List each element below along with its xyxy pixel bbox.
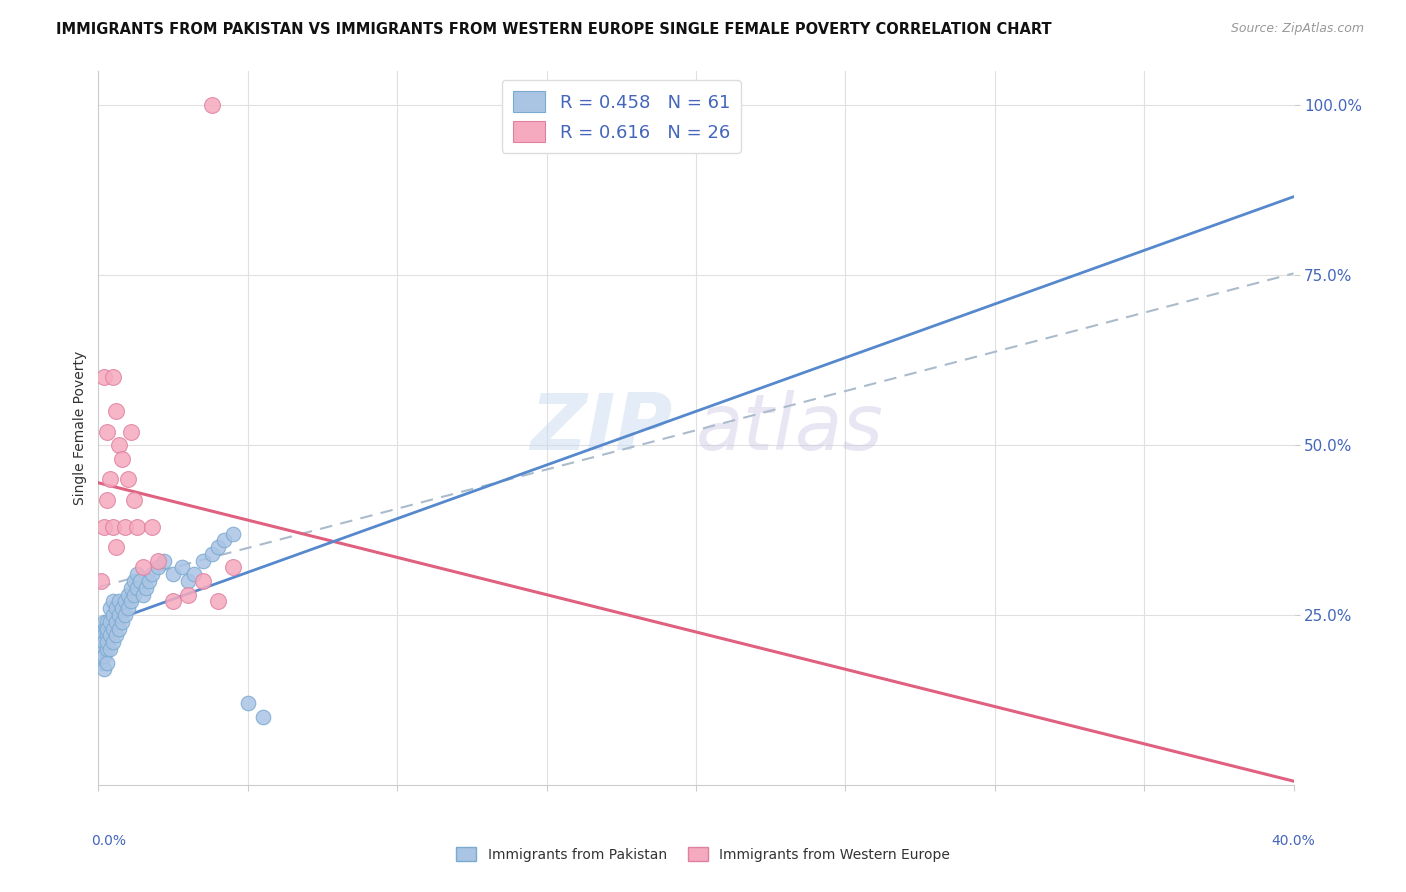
Text: Source: ZipAtlas.com: Source: ZipAtlas.com	[1230, 22, 1364, 36]
Point	[124, 574, 146, 588]
Point	[90, 628, 112, 642]
Point	[114, 519, 136, 533]
Point	[124, 588, 146, 602]
Point	[90, 648, 112, 663]
Point	[103, 622, 125, 636]
Point	[111, 451, 134, 466]
Point	[90, 656, 112, 670]
Point	[114, 594, 136, 608]
Point	[93, 662, 115, 676]
Point	[111, 601, 134, 615]
Text: atlas: atlas	[696, 390, 884, 467]
Text: 0.0%: 0.0%	[91, 834, 127, 848]
Point	[120, 594, 142, 608]
Point	[103, 635, 125, 649]
Point	[96, 628, 118, 642]
Point	[201, 547, 224, 561]
Point	[90, 635, 112, 649]
Point	[103, 594, 125, 608]
Point	[252, 710, 274, 724]
Point	[207, 594, 229, 608]
Y-axis label: Single Female Poverty: Single Female Poverty	[73, 351, 87, 505]
Point	[103, 608, 125, 623]
Point	[93, 370, 115, 384]
Point	[98, 601, 122, 615]
Legend: Immigrants from Pakistan, Immigrants from Western Europe: Immigrants from Pakistan, Immigrants fro…	[450, 841, 956, 867]
Point	[96, 615, 118, 629]
Point	[222, 526, 245, 541]
Point	[212, 533, 235, 548]
Point	[132, 560, 155, 574]
Point	[96, 622, 118, 636]
Point	[135, 581, 157, 595]
Point	[108, 622, 131, 636]
Point	[148, 554, 170, 568]
Point	[141, 519, 163, 533]
Point	[117, 601, 139, 615]
Point	[177, 588, 200, 602]
Point	[162, 594, 184, 608]
Point	[108, 438, 131, 452]
Point	[98, 472, 122, 486]
Point	[127, 519, 149, 533]
Point	[153, 554, 176, 568]
Point	[105, 540, 128, 554]
Point	[93, 615, 115, 629]
Point	[103, 370, 125, 384]
Text: IMMIGRANTS FROM PAKISTAN VS IMMIGRANTS FROM WESTERN EUROPE SINGLE FEMALE POVERTY: IMMIGRANTS FROM PAKISTAN VS IMMIGRANTS F…	[56, 22, 1052, 37]
Point	[111, 615, 134, 629]
Text: ZIP: ZIP	[530, 390, 672, 467]
Point	[96, 635, 118, 649]
Point	[127, 581, 149, 595]
Point	[96, 492, 118, 507]
Point	[103, 519, 125, 533]
Point	[90, 642, 112, 657]
Point	[236, 697, 259, 711]
Point	[96, 656, 118, 670]
Point	[120, 425, 142, 439]
Point	[98, 628, 122, 642]
Point	[191, 574, 214, 588]
Point	[183, 567, 205, 582]
Legend: R = 0.458   N = 61, R = 0.616   N = 26: R = 0.458 N = 61, R = 0.616 N = 26	[502, 80, 741, 153]
Point	[108, 594, 131, 608]
Point	[96, 425, 118, 439]
Point	[93, 628, 115, 642]
Point	[120, 581, 142, 595]
Point	[127, 567, 149, 582]
Point	[105, 601, 128, 615]
Point	[108, 608, 131, 623]
Point	[138, 574, 160, 588]
Point	[90, 574, 112, 588]
Point	[114, 608, 136, 623]
Point	[93, 519, 115, 533]
Point	[141, 567, 163, 582]
Point	[201, 98, 224, 112]
Point	[98, 615, 122, 629]
Point	[148, 560, 170, 574]
Point	[132, 588, 155, 602]
Point	[96, 642, 118, 657]
Point	[105, 404, 128, 418]
Point	[93, 648, 115, 663]
Point	[124, 492, 146, 507]
Point	[105, 615, 128, 629]
Point	[162, 567, 184, 582]
Point	[117, 472, 139, 486]
Point	[172, 560, 194, 574]
Point	[93, 635, 115, 649]
Point	[129, 574, 152, 588]
Point	[222, 560, 245, 574]
Point	[191, 554, 214, 568]
Text: 40.0%: 40.0%	[1271, 834, 1315, 848]
Point	[207, 540, 229, 554]
Point	[177, 574, 200, 588]
Point	[117, 588, 139, 602]
Point	[105, 628, 128, 642]
Point	[98, 642, 122, 657]
Point	[93, 642, 115, 657]
